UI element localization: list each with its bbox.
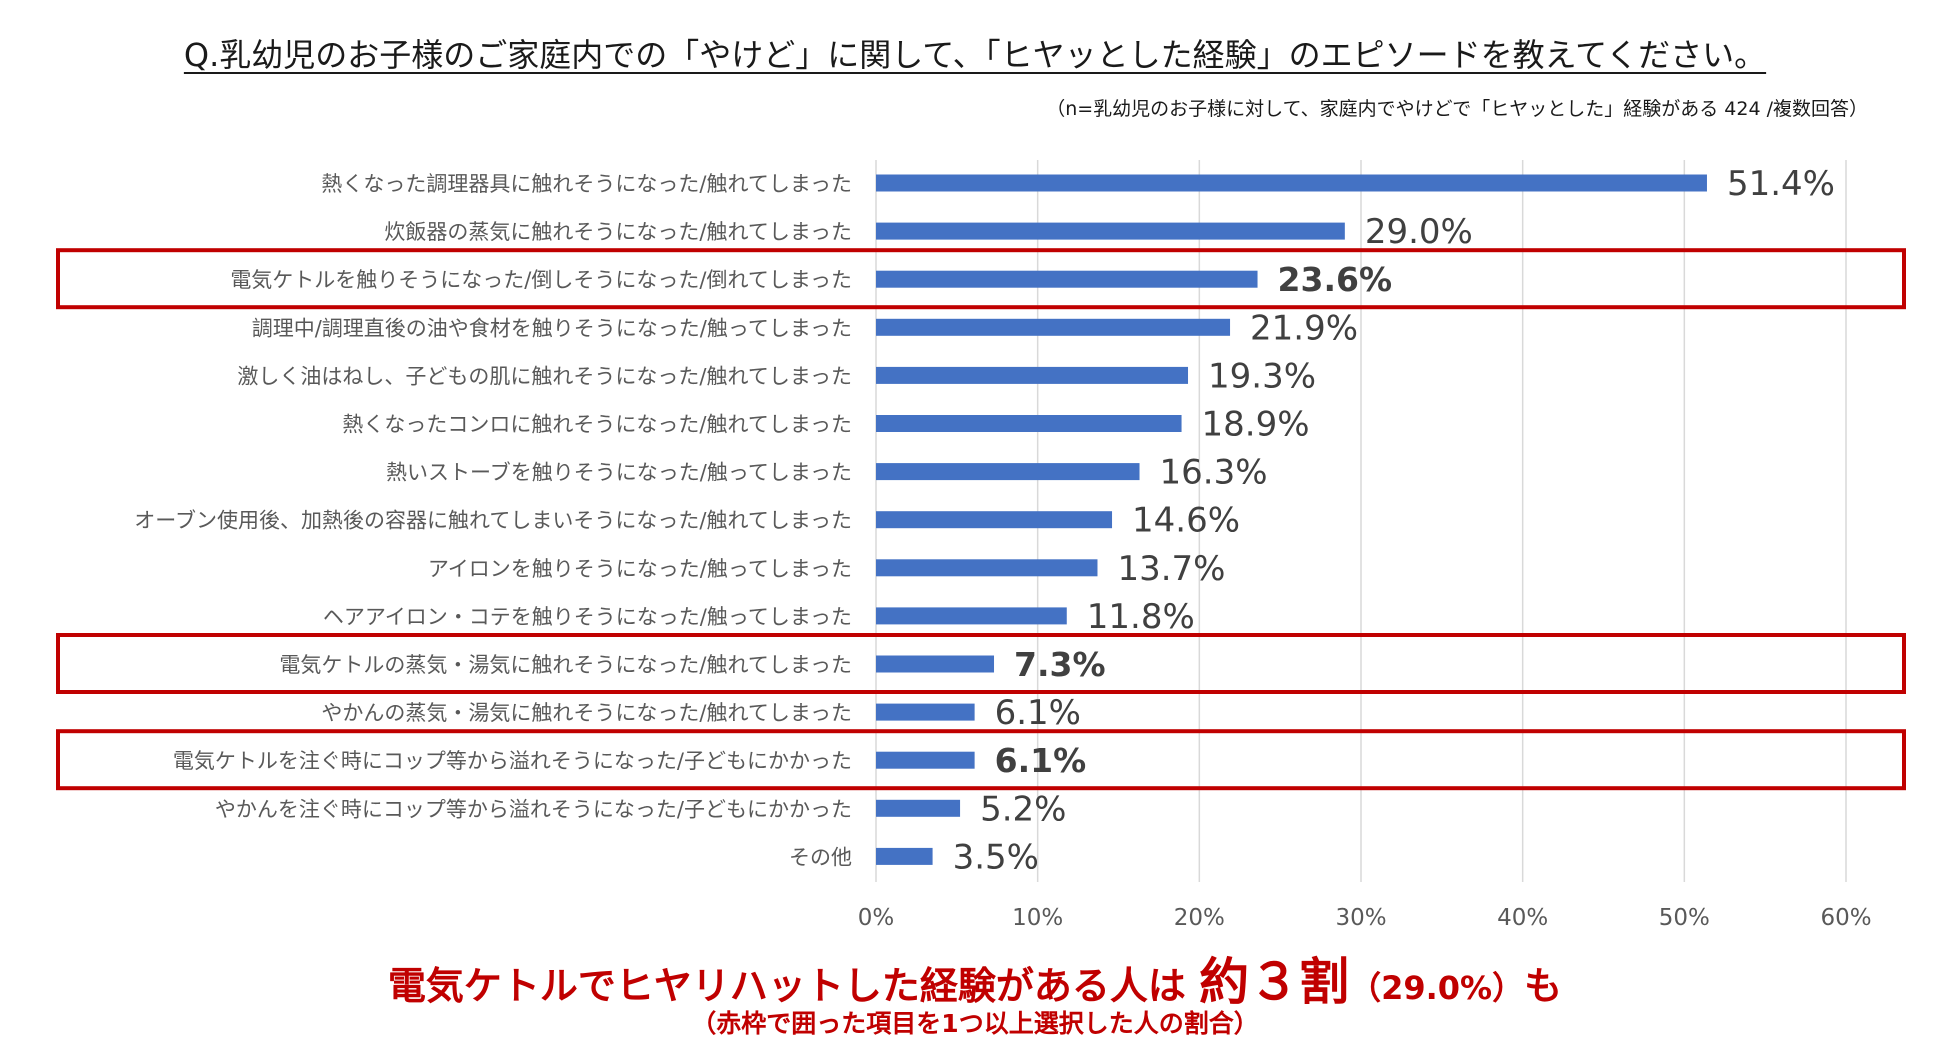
category-label: やかんの蒸気・湯気に触れそうになった/触れてしまった [321,701,852,725]
data-label: 6.1% [995,741,1087,780]
data-label: 14.6% [1132,501,1240,541]
chart-title: Q.乳幼児のお子様のご家庭内での「やけど」に関して、「ヒヤッとした経験」のエピソ… [183,36,1767,74]
bar [876,270,1258,288]
data-label: 19.3% [1208,356,1316,396]
callout-pct: （29.0%） [1349,969,1525,1007]
category-label: やかんを注ぐ時にコップ等から溢れそうになった/子どもにかかった [215,797,852,821]
highlight-box [56,729,1906,791]
data-label: 18.9% [1202,405,1310,445]
category-label: 熱くなったコンロに触れそうになった/触れてしまった [342,413,852,437]
category-label: 激しく油はねし、子どもの肌に触れそうになった/触れてしまった [237,364,852,388]
x-tick-label: 40% [1497,905,1548,930]
data-label: 51.4% [1727,164,1835,204]
category-label: 調理中/調理直後の油や食材を触りそうになった/触ってしまった [252,316,852,340]
category-label: 熱くなった調理器具に触れそうになった/触れてしまった [321,172,852,196]
callout-text: 電気ケトルでヒヤリハットした経験がある人は 約３割（29.0%）も [0,942,1950,1014]
bar [876,463,1140,481]
bar [876,366,1189,384]
bar [876,799,961,817]
bar [876,415,1182,432]
bar [876,559,1098,577]
data-label: 5.2% [980,789,1066,829]
data-label: 21.9% [1250,308,1358,348]
chart-subtitle: （n=乳幼児のお子様に対して、家庭内でやけどで「ヒヤッとした」経験がある 424… [1046,98,1868,120]
callout-big: 約３割 [1199,953,1350,1011]
bar [876,174,1707,192]
bar [876,703,975,721]
category-label: 電気ケトルの蒸気・湯気に触れそうになった/触れてしまった [279,653,852,677]
callout-main: 電気ケトルでヒヤリハットした経験がある人は [387,964,1186,1008]
category-label: オーブン使用後、加熱後の容器に触れてしまいそうになった/触れてしまった [134,509,852,533]
x-tick-label: 60% [1820,905,1871,930]
bar [876,511,1113,529]
x-tick-label: 30% [1335,905,1386,930]
category-label: その他 [789,845,852,869]
bar [876,607,1067,625]
category-label: 炊飯器の蒸気に触れそうになった/触れてしまった [384,220,852,244]
data-label: 7.3% [1014,645,1106,684]
bar-chart: 0% 10% 20% 30% 40% 50% 60% 熱くなった調理器具に触れそうになった/触… [56,160,1906,930]
highlight-box [56,633,1906,694]
data-label: 13.7% [1117,549,1225,589]
data-label: 23.6% [1278,260,1393,299]
category-label: ヘアアイロン・コテを触りそうになった/触ってしまった [323,605,852,629]
category-label: アイロンを触りそうになった/触ってしまった [428,557,852,581]
bar [876,751,975,769]
x-tick-label: 0% [858,905,895,930]
callout-note: （赤枠で囲った項目を1つ以上選択した人の割合） [691,1009,1259,1038]
data-label: 29.0% [1365,212,1473,252]
highlight-box [56,248,1906,310]
x-tick-label: 20% [1174,905,1225,930]
callout-end: も [1524,964,1563,1008]
x-tick-label: 50% [1659,905,1710,930]
category-label: 電気ケトルを触りそうになった/倒しそうになった/倒れてしまった [230,268,852,292]
data-label: 11.8% [1087,597,1195,637]
data-label: 3.5% [953,837,1039,877]
data-label: 16.3% [1160,453,1268,493]
bar [876,847,933,865]
category-label: 熱いストーブを触りそうになった/触ってしまった [386,461,852,485]
bar [876,655,995,673]
bar [876,222,1345,240]
category-label: 電気ケトルを注ぐ時にコップ等から溢れそうになった/子どもにかかった [173,749,852,773]
bar [876,318,1231,336]
x-tick-label: 10% [1012,905,1063,930]
data-label: 6.1% [995,693,1081,733]
